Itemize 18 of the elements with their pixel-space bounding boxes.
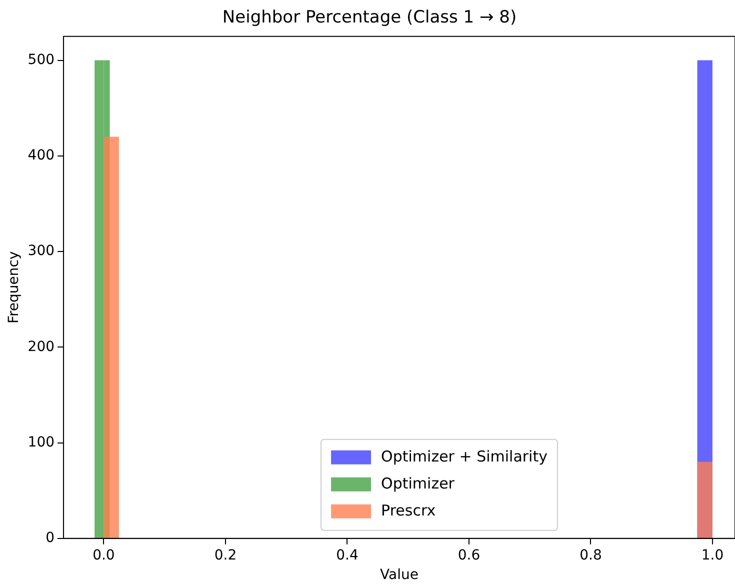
y-tick-label: 0 [46, 530, 55, 546]
x-tick-label: 0.4 [336, 547, 358, 564]
y-tick-label: 200 [28, 338, 55, 355]
y-tick-label: 500 [28, 52, 55, 68]
legend-label: Optimizer [381, 474, 456, 492]
legend-label: Optimizer + Similarity [381, 447, 548, 466]
y-tick-label: 300 [28, 243, 55, 260]
y-axis-title: Frequency [6, 251, 22, 324]
x-axis-title: Value [380, 567, 418, 584]
y-tick-label: 100 [28, 434, 55, 450]
x-tick-label: 0.0 [92, 547, 115, 564]
x-tick-label: 1.0 [701, 547, 724, 564]
chart-title: Neighbor Percentage (Class 1 → 8) [222, 8, 517, 28]
legend-label: Prescrx [381, 501, 436, 520]
x-tick-label: 0.8 [580, 547, 602, 564]
y-tick-label: 400 [28, 148, 55, 164]
x-tick-label: 0.6 [458, 547, 480, 564]
x-tick-label: 0.2 [214, 547, 237, 564]
